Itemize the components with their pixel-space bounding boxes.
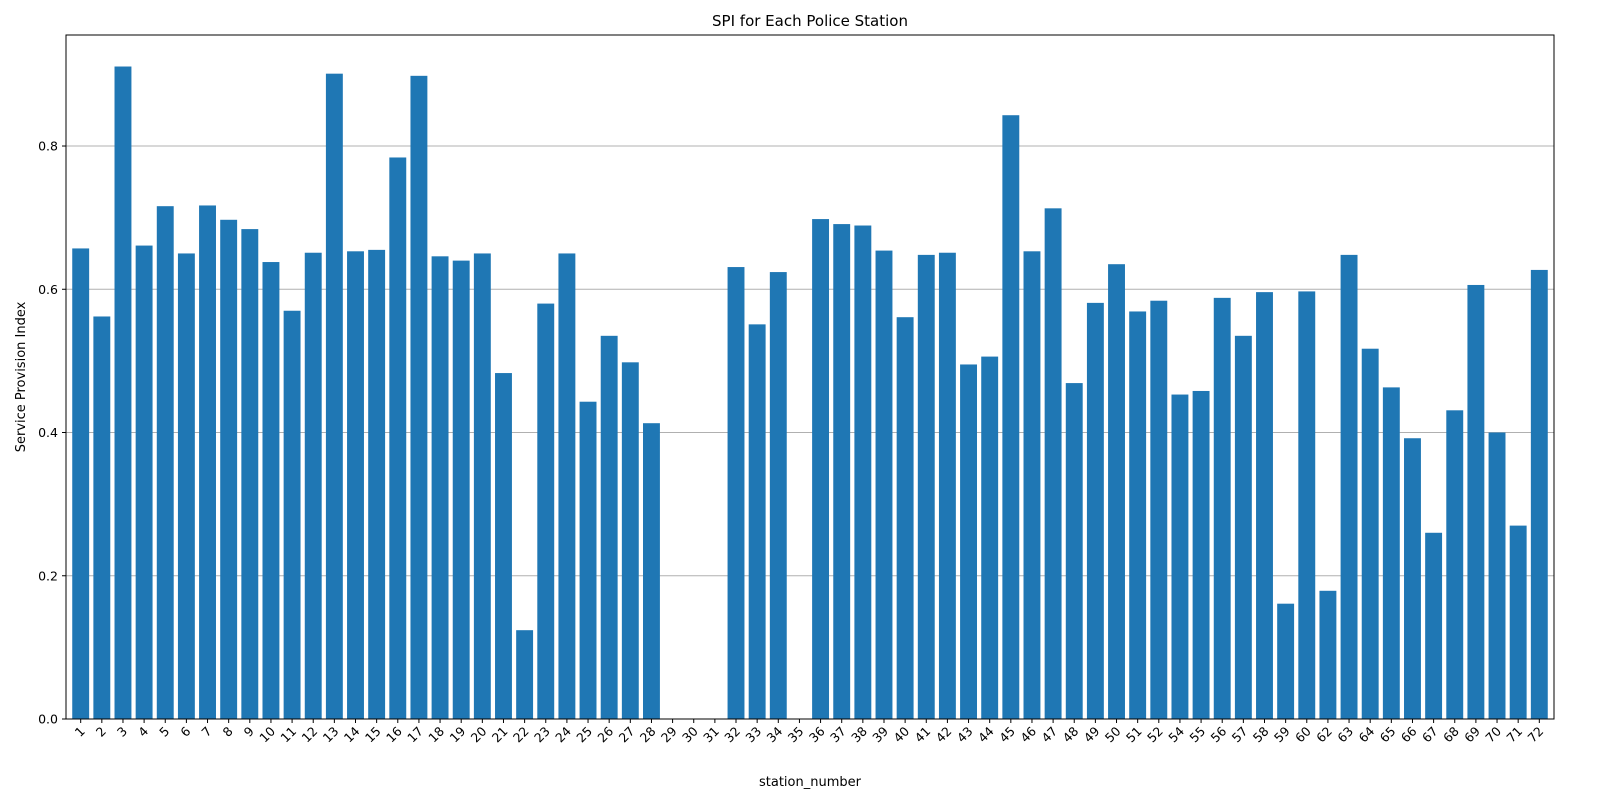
bar <box>1467 284 1485 719</box>
x-axis-label: station_number <box>759 775 862 790</box>
y-tick-label: 0.0 <box>38 712 58 727</box>
bar <box>262 262 280 719</box>
bar <box>1446 410 1464 719</box>
bar <box>1192 390 1210 719</box>
bar <box>1002 115 1020 720</box>
bar <box>1023 251 1041 719</box>
bar <box>1044 208 1062 719</box>
bar <box>473 253 491 719</box>
plot-frame <box>65 34 1555 720</box>
bar <box>135 245 153 720</box>
y-axis-ticks: 0.0 0.2 0.4 0.6 0.8 <box>38 139 66 727</box>
bar <box>1298 291 1316 719</box>
bar <box>1530 269 1548 719</box>
bar <box>241 229 259 719</box>
bar <box>389 157 407 719</box>
bar <box>1213 297 1231 719</box>
bar <box>1361 348 1379 719</box>
bar <box>917 254 935 719</box>
bar <box>981 356 999 719</box>
bar <box>1277 603 1295 719</box>
bar <box>558 253 576 719</box>
bar <box>748 324 766 719</box>
bar <box>1340 254 1358 719</box>
bar <box>156 206 174 719</box>
bar <box>833 224 851 719</box>
bar <box>1171 394 1189 719</box>
y-tick-label: 0.4 <box>38 425 58 440</box>
bar <box>1129 311 1147 719</box>
bar <box>283 310 301 719</box>
bar <box>220 219 238 720</box>
bar <box>1404 438 1421 719</box>
bar <box>1086 302 1104 719</box>
bar <box>938 252 956 720</box>
y-tick-label: 0.2 <box>38 568 58 583</box>
bar <box>199 205 216 719</box>
bar <box>642 423 660 719</box>
bar <box>431 256 449 719</box>
y-tick-label: 0.6 <box>38 282 58 297</box>
y-tick-label: 0.8 <box>38 139 58 154</box>
bar <box>304 252 322 720</box>
bar <box>516 630 534 719</box>
bar <box>177 253 195 719</box>
bar <box>960 364 978 719</box>
bar <box>1382 387 1400 719</box>
bar <box>537 303 555 719</box>
bar <box>600 335 618 719</box>
bar <box>452 260 470 719</box>
bar <box>72 248 90 719</box>
bar <box>1108 264 1125 719</box>
bar <box>1150 300 1168 719</box>
bar <box>495 373 512 719</box>
bars <box>72 66 1548 720</box>
bar <box>368 249 386 719</box>
chart-title: SPI for Each Police Station <box>712 12 908 30</box>
bar <box>769 272 787 719</box>
bar <box>1488 432 1506 719</box>
bar <box>1234 335 1252 719</box>
bar <box>854 225 872 719</box>
bar <box>347 251 364 719</box>
bar <box>579 401 597 719</box>
bar <box>875 250 893 720</box>
y-axis-label: Service Provision Index <box>14 301 29 452</box>
bar <box>93 316 111 719</box>
bar <box>1256 292 1273 719</box>
bar <box>1319 590 1337 719</box>
bar <box>812 219 830 719</box>
bar <box>896 317 914 719</box>
bar <box>1425 532 1443 719</box>
bar <box>325 73 343 719</box>
bar <box>1509 525 1527 719</box>
bar <box>410 75 428 719</box>
bar <box>621 362 639 719</box>
bar <box>727 267 745 719</box>
bar <box>114 66 132 719</box>
bar <box>1065 383 1083 719</box>
